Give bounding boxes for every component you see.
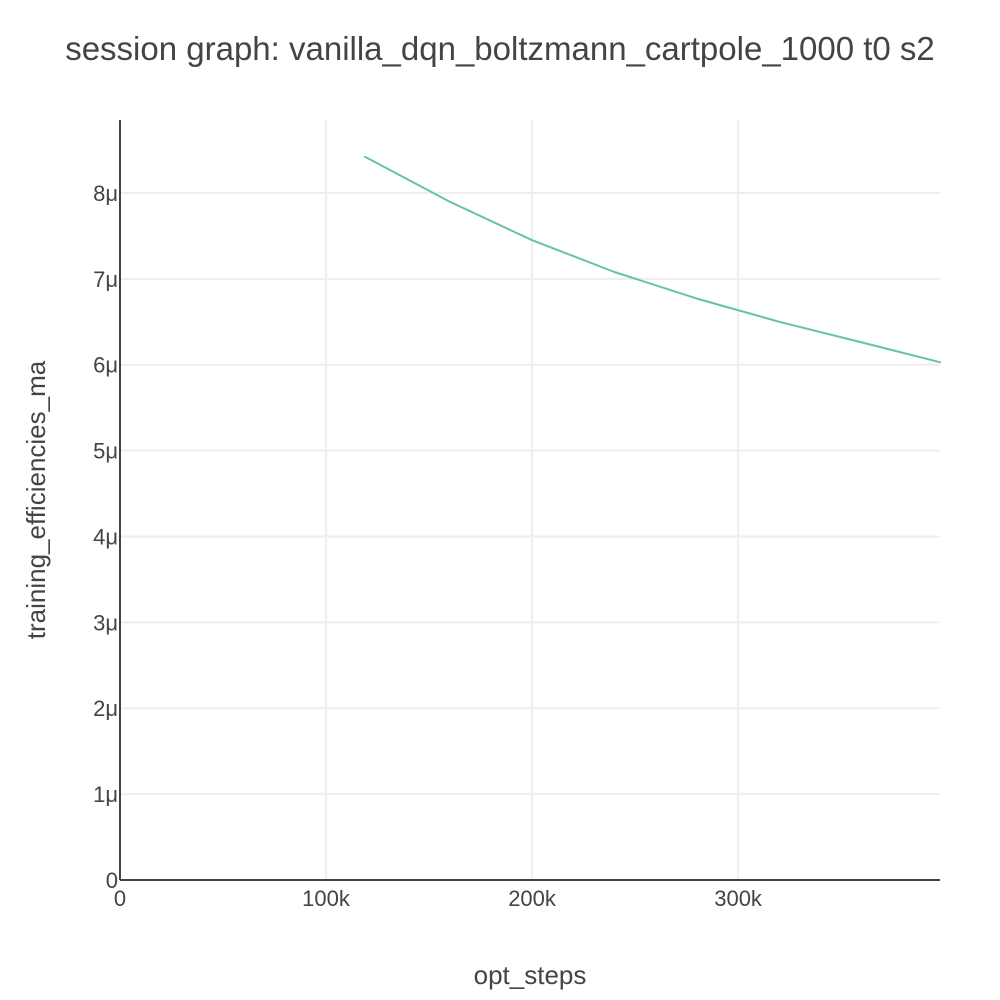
y-tick-label: 2μ [93, 696, 118, 721]
y-tick-label: 6μ [93, 353, 118, 378]
x-tick-label: 100k [302, 886, 351, 911]
axes [119, 120, 940, 881]
x-tick-label: 200k [508, 886, 557, 911]
y-axis-title: training_efficiencies_ma [21, 360, 51, 639]
y-tick-label: 0 [106, 868, 118, 893]
x-tick-label: 300k [714, 886, 763, 911]
y-tick-label: 5μ [93, 439, 118, 464]
plot-area [364, 155, 941, 364]
y-tick-label: 3μ [93, 610, 118, 635]
x-tick-label: 0 [114, 886, 126, 911]
series-line [364, 155, 941, 364]
x-axis-title: opt_steps [474, 960, 587, 990]
gridlines [120, 120, 940, 880]
chart-title: session graph: vanilla_dqn_boltzmann_car… [65, 30, 935, 67]
tick-labels: 0 100k 200k 300k 0 1μ 2μ 3μ 4μ 5μ 6μ 7μ 8μ [93, 181, 763, 911]
y-tick-label: 8μ [93, 181, 118, 206]
y-tick-label: 1μ [93, 782, 118, 807]
y-tick-label: 7μ [93, 267, 118, 292]
y-tick-label: 4μ [93, 524, 118, 549]
